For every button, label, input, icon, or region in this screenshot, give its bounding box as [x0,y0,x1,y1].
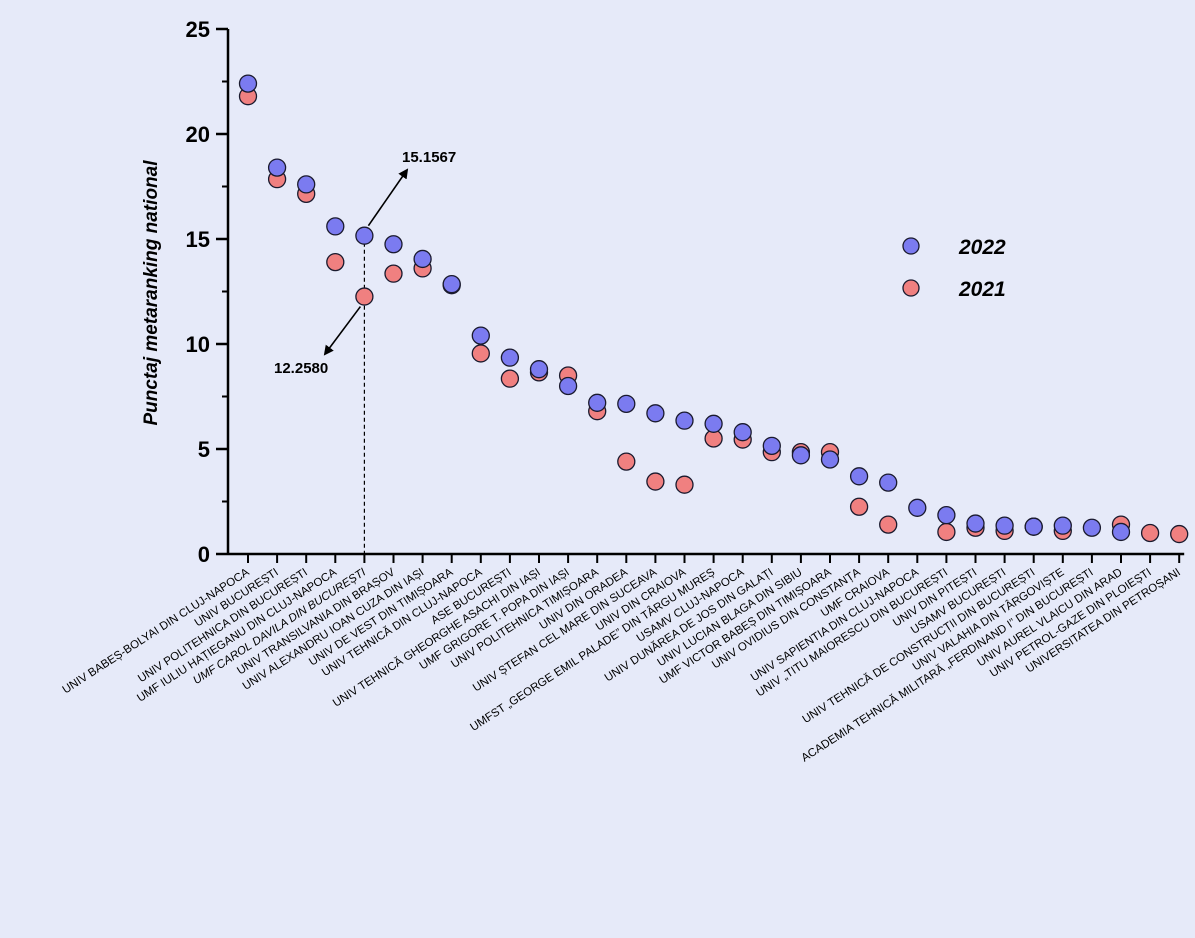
point-2021-3 [326,252,345,272]
point-2022-30 [1111,522,1131,542]
point-2021-4 [355,287,374,306]
point-2021-21 [849,497,869,516]
legend-label-2021: 2021 [958,278,1006,301]
y-tick-label: 5 [198,437,210,462]
point-2022-12 [588,393,607,412]
point-2022-2 [297,175,316,194]
point-2022-16 [704,414,723,433]
annotation-label-2021: 12.2580 [274,360,328,377]
point-2022-13 [617,394,636,414]
point-2022-8 [471,326,490,345]
point-2022-11 [558,376,578,396]
point-2022-25 [966,514,985,533]
annotation-label-2022: 15.1567 [402,149,456,166]
legend: 2022 2021 [902,236,1006,301]
data-points [238,74,1189,544]
point-2021-8 [471,344,490,363]
point-2021-24 [937,522,956,542]
legend-marker-2021 [902,279,920,297]
annotations: 15.1567 12.2580 [274,149,456,377]
point-2022-22 [879,473,898,492]
point-2022-3 [326,217,345,236]
point-2022-17 [733,423,752,442]
point-2021-22 [879,515,898,534]
point-2022-7 [442,274,461,294]
point-2022-18 [762,436,781,456]
point-2021-9 [500,369,520,388]
point-2021-31 [1140,523,1160,543]
point-2022-5 [384,235,403,254]
point-2022-14 [646,404,665,423]
x-category-label: UMF IULIU HAȚIEGANU DIN CLUJ-NAPOCA [135,566,339,704]
point-2022-10 [529,360,549,379]
y-tick-label: 0 [198,542,210,567]
point-2022-27 [1024,517,1043,536]
point-2022-15 [675,411,694,430]
point-2021-5 [384,264,403,283]
point-2022-29 [1082,518,1102,537]
point-2021-13 [617,452,636,471]
point-2022-23 [908,498,927,517]
annotation-arrow-2022 [367,168,409,227]
point-2022-9 [500,348,520,367]
y-axis: 0 5 10 15 20 25 [186,17,230,567]
y-axis-label: Punctaj metaranking national [141,160,162,426]
point-2022-24 [937,506,956,525]
point-2022-26 [995,516,1014,535]
legend-label-2022: 2022 [958,236,1006,259]
point-2022-21 [849,467,869,486]
point-2022-19 [791,446,811,465]
point-2022-0 [238,74,258,93]
point-2022-28 [1053,516,1072,535]
point-2022-20 [820,450,840,469]
legend-marker-2022 [902,237,920,255]
point-2022-4 [355,226,374,245]
point-2022-6 [413,249,432,269]
y-tick-label: 15 [186,227,210,252]
point-2021-15 [675,475,694,494]
point-2022-1 [267,158,287,177]
y-tick-label: 20 [186,122,210,147]
point-2021-32 [1170,524,1189,544]
y-tick-label: 10 [186,332,210,357]
point-2021-14 [646,472,665,491]
annotation-arrow-2021 [323,306,362,356]
y-tick-label: 25 [186,17,210,42]
